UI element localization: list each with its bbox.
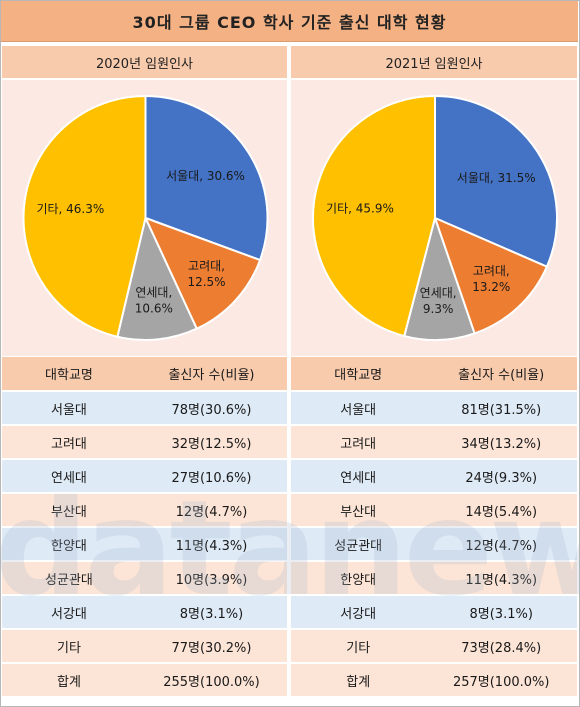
table-row: 한양대 11명(4.3%): [2, 527, 287, 562]
pie-data-label-korea: 고려대, 12.5%: [187, 259, 225, 289]
university-cell: 기타: [2, 629, 136, 664]
pie-slice-other: [22, 94, 147, 338]
pie-data-label-other: 기타, 46.3%: [36, 202, 104, 216]
pie-data-label-seoul: 서울대, 31.5%: [457, 171, 536, 185]
count-ratio-cell: 8명(3.1%): [135, 595, 287, 630]
pie-slice-yonsei: [116, 214, 199, 341]
table-row: 한양대 11명(4.3%): [291, 561, 577, 596]
table-total-row: 합계 255명(100.0%): [2, 663, 287, 698]
university-cell: 서강대: [291, 595, 426, 630]
pie-slice-seoul: [144, 94, 269, 262]
table-row: 서강대 8명(3.1%): [2, 595, 287, 630]
pie-data-label-other: 기타, 45.9%: [326, 201, 394, 215]
university-cell: 연세대: [2, 459, 136, 494]
table-row: 연세대 27명(10.6%): [2, 459, 287, 494]
table-2020-header-university: 대학교명: [2, 357, 136, 392]
count-ratio-cell: 81명(31.5%): [425, 391, 577, 426]
count-ratio-cell: 32명(12.5%): [135, 425, 287, 460]
pie-slice-korea: [143, 216, 262, 331]
table-row: 성균관대 12명(4.7%): [291, 527, 577, 562]
university-cell: 성균관대: [2, 561, 136, 596]
count-ratio-cell: 10명(3.9%): [135, 561, 287, 596]
pie-chart-2021-svg: 서울대, 31.5% 고려대, 13.2% 연세대, 9.3% 기타, 45.9%: [312, 94, 558, 341]
table-row: 고려대 34명(13.2%): [291, 425, 577, 460]
university-cell: 합계: [2, 663, 136, 698]
pie-chart-2020: 서울대, 30.6% 고려대, 12.5% 연세대, 10.6% 기타, 46.3%: [2, 80, 287, 356]
count-ratio-cell: 12명(4.7%): [135, 493, 287, 528]
university-cell: 부산대: [291, 493, 426, 528]
university-cell: 서강대: [2, 595, 136, 630]
count-ratio-cell: 77명(30.2%): [135, 629, 287, 664]
table-2020-header-count: 출신자 수(비율): [135, 357, 287, 392]
pie-chart-2020-svg: 서울대, 30.6% 고려대, 12.5% 연세대, 10.6% 기타, 46.3%: [22, 94, 269, 341]
count-ratio-cell: 78명(30.6%): [135, 391, 287, 426]
page-title: 30대 그룹 CEO 학사 기준 출신 대학 현황: [1, 1, 578, 42]
pie-data-label-yonsei: 연세대, 9.3%: [420, 286, 457, 316]
pie-chart-2021: 서울대, 31.5% 고려대, 13.2% 연세대, 9.3% 기타, 45.9%: [291, 80, 577, 356]
table-row: 서강대 8명(3.1%): [291, 595, 577, 630]
pie-data-label-yonsei: 연세대, 10.6%: [135, 286, 173, 316]
table-row: 성균관대 10명(3.9%): [2, 561, 287, 596]
table-2021-header-university: 대학교명: [291, 357, 426, 392]
table-row: 부산대 12명(4.7%): [2, 493, 287, 528]
pie-slice-other: [312, 94, 436, 338]
count-ratio-cell: 257명(100.0%): [425, 663, 577, 698]
pie-slice-seoul: [434, 94, 558, 268]
count-ratio-cell: 14명(5.4%): [425, 493, 577, 528]
university-cell: 기타: [291, 629, 426, 664]
university-cell: 합계: [291, 663, 426, 698]
pie-data-label-korea: 고려대, 13.2%: [472, 264, 510, 294]
table-total-row: 합계 257명(100.0%): [291, 663, 577, 698]
count-ratio-cell: 12명(4.7%): [425, 527, 577, 562]
table-row: 부산대 14명(5.4%): [291, 493, 577, 528]
table-row: 서울대 78명(30.6%): [2, 391, 287, 426]
count-ratio-cell: 27명(10.6%): [135, 459, 287, 494]
university-cell: 부산대: [2, 493, 136, 528]
panel-2020-heading: 2020년 임원인사: [2, 46, 287, 78]
university-cell: 성균관대: [291, 527, 426, 562]
count-ratio-cell: 34명(13.2%): [425, 425, 577, 460]
table-2020: 대학교명 출신자 수(비율) 서울대 78명(30.6%) 고려대 32명(12.5%…: [2, 357, 287, 698]
university-cell: 한양대: [2, 527, 136, 562]
count-ratio-cell: 8명(3.1%): [425, 595, 577, 630]
count-ratio-cell: 73명(28.4%): [425, 629, 577, 664]
count-ratio-cell: 11명(4.3%): [425, 561, 577, 596]
pie-data-label-seoul: 서울대, 30.6%: [166, 169, 245, 183]
column-divider: [288, 44, 290, 706]
university-cell: 서울대: [2, 391, 136, 426]
table-row: 기타 73명(28.4%): [291, 629, 577, 664]
pie-slice-korea: [433, 216, 549, 335]
count-ratio-cell: 255명(100.0%): [135, 663, 287, 698]
table-2021: 대학교명 출신자 수(비율) 서울대 81명(31.5%) 고려대 34명(13.2%…: [291, 357, 577, 698]
table-row: 고려대 32명(12.5%): [2, 425, 287, 460]
table-row: 연세대 24명(9.3%): [291, 459, 577, 494]
table-2021-header-count: 출신자 수(비율): [425, 357, 577, 392]
table-row: 기타 77명(30.2%): [2, 629, 287, 664]
table-row: 서울대 81명(31.5%): [291, 391, 577, 426]
university-cell: 고려대: [291, 425, 426, 460]
university-cell: 연세대: [291, 459, 426, 494]
count-ratio-cell: 11명(4.3%): [135, 527, 287, 562]
university-cell: 고려대: [2, 425, 136, 460]
count-ratio-cell: 24명(9.3%): [425, 459, 577, 494]
panel-2021-heading: 2021년 임원인사: [291, 46, 577, 78]
university-cell: 서울대: [291, 391, 426, 426]
university-cell: 한양대: [291, 561, 426, 596]
